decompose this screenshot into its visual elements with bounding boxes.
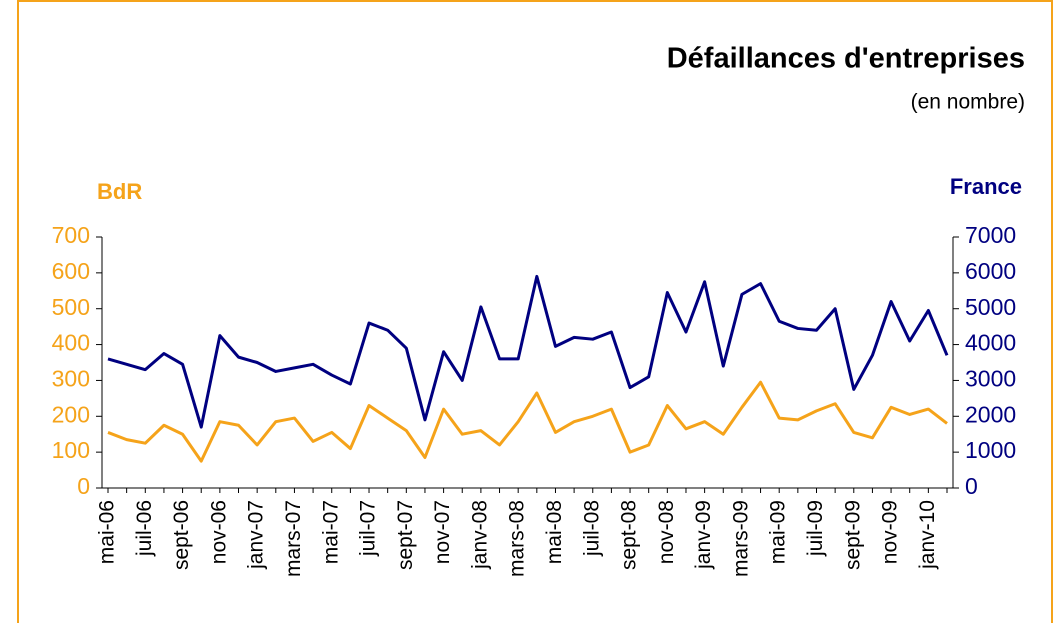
y-tick-label: 700 <box>52 222 90 248</box>
x-tick-label: janv-10 <box>916 500 939 570</box>
y2-tick-label: 0 <box>965 473 978 499</box>
x-tick-label: juil-08 <box>580 500 603 557</box>
y-tick-label: 0 <box>77 473 90 499</box>
x-tick-label: janv-08 <box>468 500 491 570</box>
frame <box>17 0 1053 623</box>
x-tick-label: mai-08 <box>543 500 566 564</box>
y-tick-label: 500 <box>52 294 90 320</box>
x-tick-label: nov-08 <box>655 500 678 564</box>
y2-tick-label: 6000 <box>965 258 1016 284</box>
x-tick-label: janv-09 <box>692 500 715 570</box>
x-tick-label: mars-08 <box>506 500 529 577</box>
x-tick-label: mars-09 <box>729 500 752 577</box>
x-tick-label: juil-07 <box>357 500 380 557</box>
x-tick-label: mars-07 <box>282 500 305 577</box>
x-tick-label: nov-06 <box>207 500 230 564</box>
y2-tick-label: 2000 <box>965 401 1016 427</box>
y2-tick-label: 7000 <box>965 222 1016 248</box>
x-tick-label: sept-06 <box>170 500 193 570</box>
y2-axis-label: France <box>950 174 1022 199</box>
y-tick-label: 600 <box>52 258 90 284</box>
x-tick-label: nov-09 <box>879 500 902 564</box>
line-series <box>107 274 949 429</box>
x-tick-label: sept-08 <box>618 500 641 570</box>
x-tick-label: mai-07 <box>319 500 342 564</box>
y-tick-label: 300 <box>52 366 90 392</box>
y2-tick-label: 1000 <box>965 437 1016 463</box>
x-tick-label: juil-09 <box>804 500 827 557</box>
y-tick-label: 100 <box>52 437 90 463</box>
x-tick-label: mai-06 <box>96 500 119 564</box>
line-series <box>107 380 948 463</box>
y2-tick-label: 5000 <box>965 294 1016 320</box>
y2-tick-label: 3000 <box>965 366 1016 392</box>
x-tick-label: mai-09 <box>767 500 790 564</box>
y-tick-label: 400 <box>52 330 90 356</box>
x-tick-label: janv-07 <box>245 500 268 570</box>
y-tick-label: 200 <box>52 401 90 427</box>
x-tick-label: nov-07 <box>431 500 454 564</box>
chart-title: Défaillances d'entreprises <box>667 43 1025 75</box>
x-tick-label: juil-06 <box>133 500 156 557</box>
y-axis-label: BdR <box>97 179 142 204</box>
x-tick-label: sept-09 <box>841 500 864 570</box>
y2-tick-label: 4000 <box>965 330 1016 356</box>
x-tick-label: sept-07 <box>394 500 417 570</box>
chart-subtitle: (en nombre) <box>911 91 1025 114</box>
